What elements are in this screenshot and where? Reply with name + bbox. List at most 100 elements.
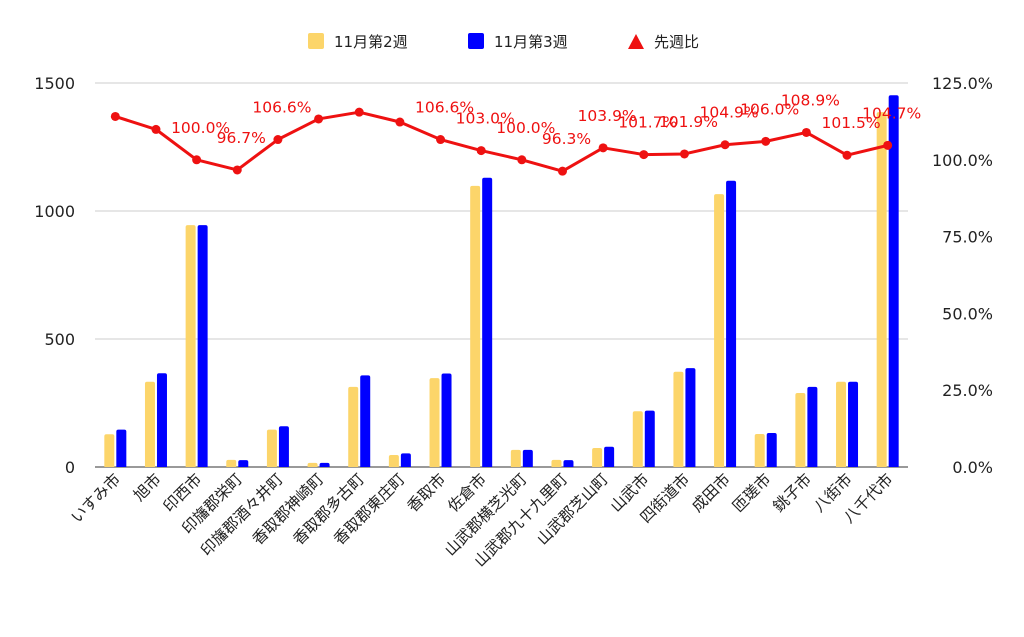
bar-week2	[551, 459, 562, 467]
ratio-point	[720, 140, 730, 150]
legend-swatch	[468, 33, 484, 49]
left-tick-label: 1500	[34, 74, 75, 93]
bar-week3	[644, 410, 655, 467]
ratio-point	[761, 136, 771, 146]
bar-week3	[156, 373, 167, 467]
bar-week2	[592, 448, 603, 467]
ratio-point	[110, 111, 120, 121]
right-tick-label: 125.0%	[932, 74, 993, 93]
bar-week3	[197, 225, 208, 467]
ratio-point	[314, 114, 324, 124]
bar-week3	[278, 426, 289, 467]
bar-week2	[104, 434, 115, 467]
category-labels: いすみ市 旭市印西市印旛郡栄町印旛郡酒々井町香取郡神崎町香取郡多古町香取郡東庄町香…	[68, 470, 897, 570]
right-tick-label: 25.0%	[942, 381, 993, 400]
bar-week3	[766, 432, 777, 467]
right-axis: 0.0% 25.0% 50.0% 75.0% 100.0% 125.0%	[932, 74, 993, 477]
ratio-data-label: 104.9%	[700, 104, 759, 122]
ratio-point	[151, 124, 161, 134]
bar-week2	[266, 429, 277, 467]
ratio-point	[354, 107, 364, 117]
ratio-point	[232, 165, 242, 175]
legend-item: 先週比	[628, 33, 699, 51]
bars	[104, 95, 899, 468]
bar-week3	[360, 375, 371, 467]
legend-item: 11月第2週	[308, 33, 408, 51]
ratio-data-label: 108.9%	[781, 91, 840, 109]
left-tick-label: 1000	[34, 202, 75, 221]
category-label: 山武郡芝山町	[533, 470, 611, 548]
bar-week3	[888, 95, 899, 468]
ratio-point	[436, 135, 446, 145]
ratio-data-label: 96.7%	[217, 129, 266, 147]
ratio-data-label: 96.3%	[542, 130, 591, 148]
category-label: 香取郡東庄町	[330, 470, 408, 548]
right-tick-label: 75.0%	[942, 228, 993, 247]
ratio-data-label: 103.9%	[578, 107, 637, 125]
ratio-point	[192, 155, 202, 165]
bar-week2	[226, 459, 237, 467]
bar-week3	[319, 462, 330, 467]
bar-week2	[388, 454, 399, 467]
left-tick-label: 0	[65, 458, 75, 477]
left-tick-label: 500	[44, 330, 75, 349]
bar-week2	[307, 462, 318, 467]
bar-week3	[563, 460, 574, 467]
bar-week3	[726, 180, 737, 468]
right-tick-label: 50.0%	[942, 304, 993, 323]
bar-week2	[470, 185, 481, 468]
ratio-point	[395, 117, 405, 127]
bar-week2	[673, 371, 684, 467]
ratio-data-label: 100.0%	[171, 119, 230, 137]
bar-week3	[482, 177, 493, 467]
bar-week3	[848, 381, 859, 467]
bar-week2	[429, 378, 440, 467]
ratio-point	[517, 155, 527, 165]
left-axis: 0 500 1000 1500	[34, 74, 75, 477]
bar-week3	[604, 446, 615, 467]
legend-label: 先週比	[654, 33, 699, 51]
ratio-line	[110, 107, 893, 176]
legend-triangle-icon	[628, 34, 644, 49]
category-label: 旭市	[130, 470, 165, 505]
ratio-labels: 100.0%96.7%106.6% 106.6%103.0%100.0%96.3%…	[171, 91, 921, 148]
ratio-data-label: 101.9%	[659, 113, 718, 131]
category-label: いすみ市	[68, 470, 125, 527]
bar-week2	[876, 112, 887, 468]
bar-week2	[632, 411, 643, 467]
ratio-data-label: 106.0%	[740, 100, 799, 118]
category-label: 銚子市	[770, 470, 816, 516]
ratio-data-label: 104.7%	[862, 104, 921, 122]
ratio-point	[842, 150, 852, 160]
ratio-point	[598, 143, 608, 153]
legend-label: 11月第2週	[334, 33, 408, 51]
bar-week2	[185, 225, 196, 467]
ratio-point	[679, 149, 689, 159]
category-label: 匝瑳市	[729, 470, 775, 516]
ratio-point	[801, 127, 811, 137]
bar-week3	[441, 373, 452, 467]
bar-week3	[116, 429, 127, 467]
ratio-point	[476, 146, 486, 156]
ratio-data-label: 100.0%	[496, 119, 555, 137]
bar-week2	[510, 449, 521, 467]
ratio-line-path	[114, 110, 889, 173]
bar-week3	[400, 453, 411, 467]
category-label: 香取市	[404, 470, 450, 516]
legend-item: 11月第3週	[468, 33, 568, 51]
ratio-point	[639, 150, 649, 160]
ratio-data-label: 101.5%	[821, 114, 880, 132]
legend-swatch	[308, 33, 324, 49]
ratio-data-label: 103.0%	[456, 110, 515, 128]
bar-week2	[348, 386, 359, 467]
bar-week2	[714, 194, 725, 467]
category-label: 成田市	[688, 470, 734, 516]
legend: 11月第2週 11月第3週 先週比	[308, 33, 699, 51]
ratio-point	[273, 135, 283, 145]
bar-week2	[836, 381, 847, 467]
bar-week2	[754, 433, 765, 467]
ratio-data-label: 106.6%	[415, 99, 474, 117]
bar-week2	[795, 393, 806, 467]
